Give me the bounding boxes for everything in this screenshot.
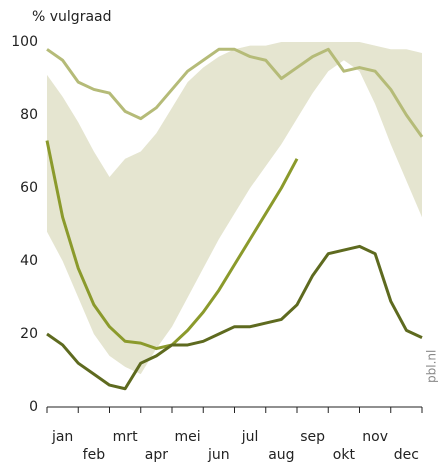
y-tick-label: 100 xyxy=(11,34,38,50)
x-tick-label: sep xyxy=(300,429,325,445)
range-band xyxy=(47,42,422,375)
chart-title: % vulgraad xyxy=(32,9,112,25)
x-tick-label: mrt xyxy=(113,429,138,445)
x-tick-label: apr xyxy=(145,447,168,463)
line xyxy=(46,244,423,391)
x-tick-label: jun xyxy=(207,447,230,463)
x-tick-label: jul xyxy=(241,429,259,445)
y-tick-label: 40 xyxy=(20,253,38,269)
source: pbl.nl xyxy=(425,350,439,383)
x-tick-label: jan xyxy=(51,429,73,445)
y-tick-label: 20 xyxy=(20,326,38,342)
y-tick-label: 60 xyxy=(20,180,38,196)
x-tick-label: nov xyxy=(362,429,388,445)
x-tick-label: mei xyxy=(175,429,201,445)
x-tick-label: dec xyxy=(394,447,419,463)
x-tick-label: okt xyxy=(333,447,356,463)
line xyxy=(46,47,424,138)
y-tick-label: 80 xyxy=(20,107,38,123)
y-tick-label: 0 xyxy=(29,399,38,415)
x-tick-label: feb xyxy=(83,447,106,463)
x-tick-label: aug xyxy=(268,447,294,463)
